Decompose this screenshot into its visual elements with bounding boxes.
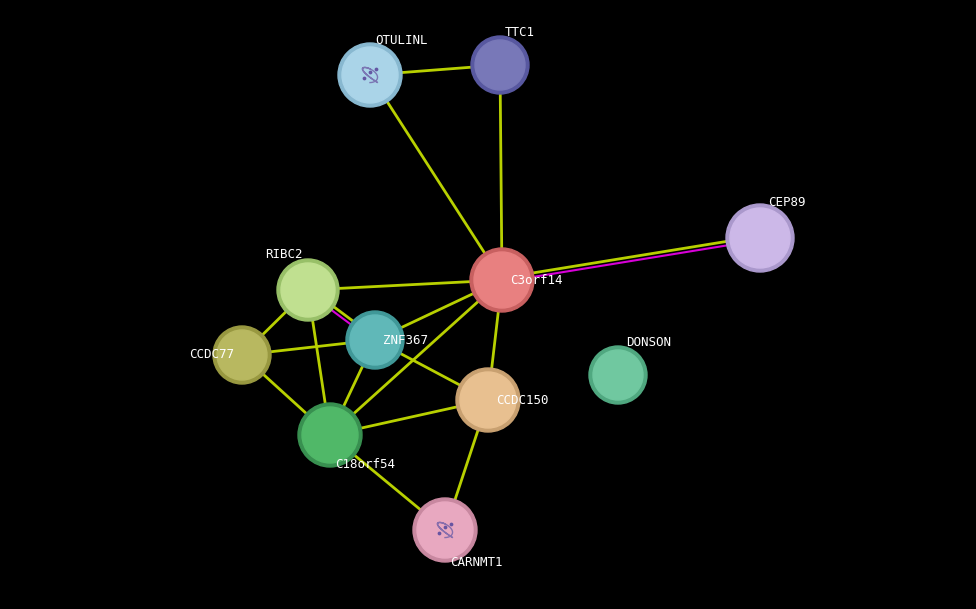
Circle shape: [217, 330, 267, 380]
Text: CCDC77: CCDC77: [189, 348, 234, 362]
Circle shape: [593, 350, 643, 400]
Circle shape: [730, 208, 790, 268]
Circle shape: [346, 311, 404, 369]
Circle shape: [342, 47, 398, 103]
Circle shape: [350, 315, 400, 365]
Circle shape: [474, 252, 530, 308]
Circle shape: [471, 36, 529, 94]
Circle shape: [589, 346, 647, 404]
Point: [368, 65, 384, 74]
Circle shape: [298, 403, 362, 467]
Circle shape: [413, 498, 477, 562]
Text: CCDC150: CCDC150: [496, 393, 549, 406]
Point: [437, 523, 453, 532]
Circle shape: [726, 204, 794, 272]
Circle shape: [302, 407, 358, 463]
Text: OTULINL: OTULINL: [375, 33, 427, 46]
Text: ZNF367: ZNF367: [383, 334, 428, 347]
Circle shape: [470, 248, 534, 312]
Circle shape: [277, 259, 339, 321]
Circle shape: [460, 372, 516, 428]
Text: CEP89: CEP89: [768, 197, 805, 209]
Text: C3orf14: C3orf14: [510, 273, 562, 286]
Circle shape: [338, 43, 402, 107]
Circle shape: [213, 326, 271, 384]
Point: [443, 519, 459, 529]
Circle shape: [417, 502, 473, 558]
Point: [431, 528, 447, 538]
Circle shape: [281, 263, 335, 317]
Text: C18orf54: C18orf54: [335, 459, 395, 471]
Circle shape: [475, 40, 525, 90]
Point: [356, 73, 372, 83]
Point: [362, 68, 378, 77]
Text: CARNMT1: CARNMT1: [450, 557, 503, 569]
Circle shape: [456, 368, 520, 432]
Text: TTC1: TTC1: [505, 26, 535, 38]
Text: RIBC2: RIBC2: [265, 248, 303, 261]
Text: DONSON: DONSON: [626, 337, 671, 350]
